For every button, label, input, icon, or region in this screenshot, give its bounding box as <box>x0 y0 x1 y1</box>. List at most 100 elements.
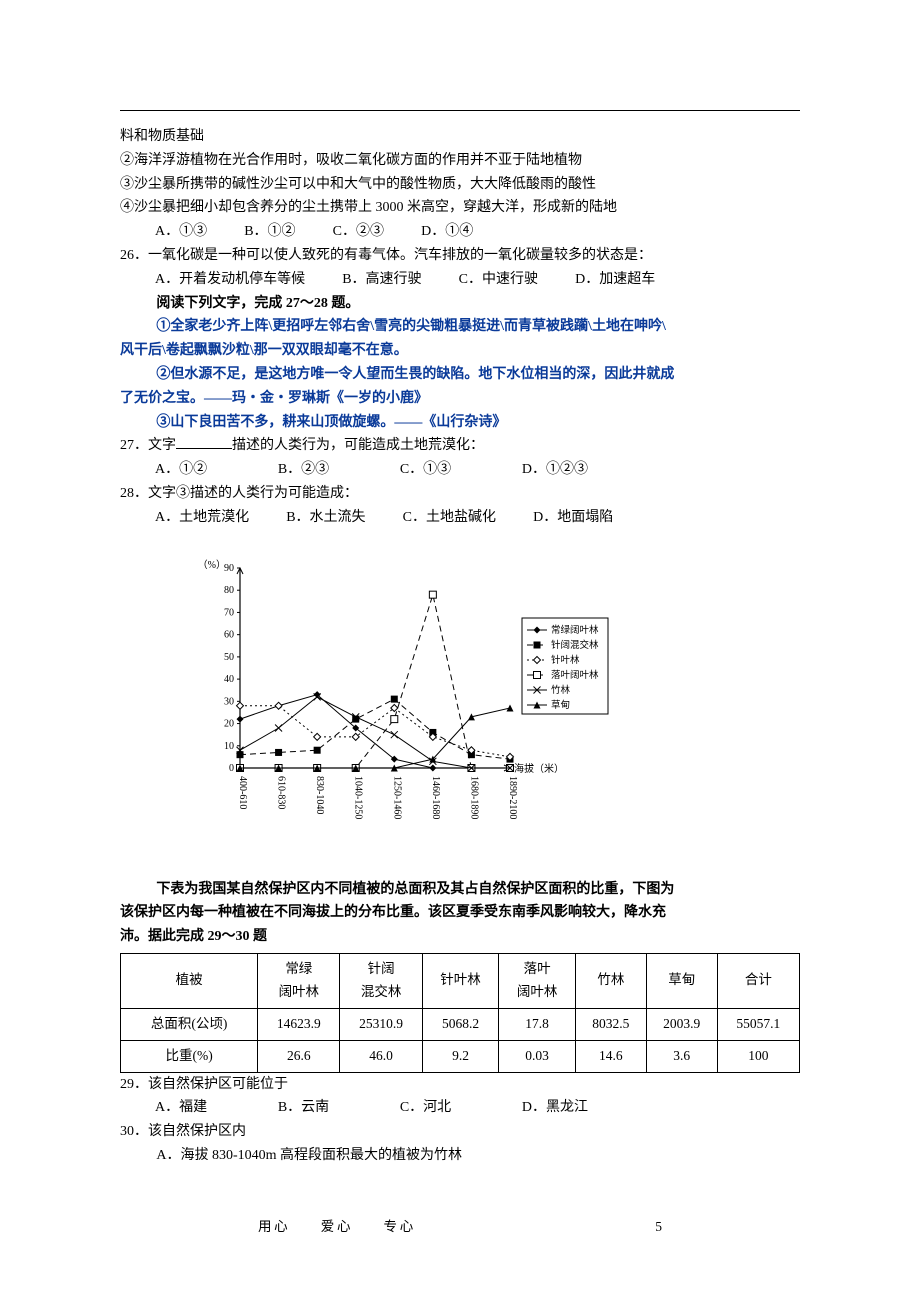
q28-d: D．地面塌陷 <box>533 506 613 530</box>
svg-text:40: 40 <box>224 674 234 685</box>
q28-c: C．土地盐碱化 <box>403 506 496 530</box>
chart-svg: 0102030405060708090（%）400-610610-830830-… <box>180 558 610 858</box>
svg-text:海拔（米）: 海拔（米） <box>514 762 564 775</box>
vegetation-table: 植被 常绿阔叶林 针阔混交林 针叶林 落叶阔叶林 竹林 草甸 合计 总面积(公顷… <box>120 953 800 1073</box>
q27-b: B．②③ <box>278 458 329 482</box>
q28-b: B．水土流失 <box>286 506 365 530</box>
svg-text:针叶林: 针叶林 <box>551 654 580 666</box>
cell: 55057.1 <box>717 1008 799 1040</box>
footer-3: 专心 <box>384 1219 416 1234</box>
q26-b: B．高速行驶 <box>342 268 421 292</box>
q27-pre: 27．文字 <box>120 438 176 453</box>
th-7: 合计 <box>717 953 799 1008</box>
vegetation-chart: 0102030405060708090（%）400-610610-830830-… <box>180 558 800 858</box>
svg-text:针阔混交林: 针阔混交林 <box>551 639 599 651</box>
th-6: 草甸 <box>646 953 717 1008</box>
q28-options: A．土地荒漠化 B．水土流失 C．土地盐碱化 D．地面塌陷 <box>120 506 800 530</box>
q26-d: D．加速超车 <box>575 268 655 292</box>
table-intro-2: 该保护区内每一种植被在不同海拔上的分布比重。该区夏季受东南季风影响较大，降水充 <box>120 901 800 925</box>
cont-line: 料和物质基础 <box>120 125 800 149</box>
cell: 14623.9 <box>258 1008 340 1040</box>
cell: 17.8 <box>499 1008 576 1040</box>
q28-a: A．土地荒漠化 <box>155 506 249 530</box>
stmt-3: ③沙尘暴所携带的碱性沙尘可以中和大气中的酸性物质，大大降低酸雨的酸性 <box>120 173 800 197</box>
opt-c: C．②③ <box>333 220 384 244</box>
stmt-4: ④沙尘暴把细小却包含养分的尘土携带上 3000 米高空，穿越大洋，形成新的陆地 <box>120 196 800 220</box>
cell: 100 <box>717 1040 799 1072</box>
q30-a: A．海拔 830-1040m 高程段面积最大的植被为竹林 <box>120 1144 800 1168</box>
q26-stem: 26．一氧化碳是一种可以使人致死的有毒气体。汽车排放的一氧化碳量较多的状态是： <box>120 244 800 268</box>
q29-c: C．河北 <box>400 1096 451 1120</box>
cell: 2003.9 <box>646 1008 717 1040</box>
svg-text:610-830: 610-830 <box>276 776 287 809</box>
q27-post: 描述的人类行为，可能造成土地荒漠化： <box>232 438 484 453</box>
top-rule <box>120 110 800 111</box>
page-number: 5 <box>422 1216 662 1239</box>
svg-text:400-610: 400-610 <box>237 776 248 809</box>
opt-b: B．①② <box>244 220 295 244</box>
cell: 14.6 <box>575 1040 646 1072</box>
q28-stem: 28．文字③描述的人类行为可能造成： <box>120 482 800 506</box>
cell: 25310.9 <box>340 1008 422 1040</box>
cell: 26.6 <box>258 1040 340 1072</box>
table-row: 总面积(公顷) 14623.9 25310.9 5068.2 17.8 8032… <box>121 1008 800 1040</box>
svg-text:1460-1680: 1460-1680 <box>430 776 441 819</box>
passage-1a: ①全家老少齐上阵\更招呼左邻右舍\雪亮的尖锄粗暴挺进\而青草被践躏\土地在呻吟\ <box>120 315 800 339</box>
passage-3: ③山下良田苦不多，耕来山顶做旋螺。——《山行杂诗》 <box>120 411 800 435</box>
row0-label: 总面积(公顷) <box>121 1008 258 1040</box>
table-row: 比重(%) 26.6 46.0 9.2 0.03 14.6 3.6 100 <box>121 1040 800 1072</box>
svg-text:常绿阔叶林: 常绿阔叶林 <box>551 624 599 636</box>
row1-label: 比重(%) <box>121 1040 258 1072</box>
q25-options: A．①③ B．①② C．②③ D．①④ <box>120 220 800 244</box>
footer-2: 爱心 <box>321 1219 353 1234</box>
page-footer: 用心 爱心 专心 5 <box>120 1216 800 1239</box>
svg-text:60: 60 <box>224 629 234 640</box>
svg-text:（%）: （%） <box>198 559 226 571</box>
svg-text:30: 30 <box>224 696 234 707</box>
q29-b: B．云南 <box>278 1096 329 1120</box>
cell: 9.2 <box>422 1040 499 1072</box>
svg-text:竹林: 竹林 <box>551 684 571 696</box>
cell: 46.0 <box>340 1040 422 1072</box>
svg-text:0: 0 <box>229 763 234 774</box>
th-5: 竹林 <box>575 953 646 1008</box>
th-1: 常绿阔叶林 <box>258 953 340 1008</box>
cell: 3.6 <box>646 1040 717 1072</box>
svg-text:70: 70 <box>224 607 234 618</box>
q29-stem: 29．该自然保护区可能位于 <box>120 1073 800 1097</box>
svg-text:1250-1460: 1250-1460 <box>391 776 402 819</box>
q27-d: D．①②③ <box>522 458 588 482</box>
svg-text:1890-2100: 1890-2100 <box>507 776 518 819</box>
passage-2b: 了无价之宝。——玛・金・罗琳斯《一岁的小鹿》 <box>120 387 800 411</box>
svg-text:1040-1250: 1040-1250 <box>353 776 364 819</box>
cell: 0.03 <box>499 1040 576 1072</box>
passage-2a: ②但水源不足，是这地方唯一令人望而生畏的缺陷。地下水位相当的深，因此井就成 <box>120 363 800 387</box>
passage-lead: 阅读下列文字，完成 27～28 题。 <box>120 292 800 316</box>
svg-text:1680-1890: 1680-1890 <box>468 776 479 819</box>
footer-1: 用心 <box>258 1219 290 1234</box>
svg-text:草甸: 草甸 <box>551 699 570 711</box>
q29-d: D．黑龙江 <box>522 1096 588 1120</box>
opt-d: D．①④ <box>421 220 473 244</box>
q29-options: A．福建 B．云南 C．河北 D．黑龙江 <box>120 1096 800 1120</box>
passage-1b: 风干后\卷起飘飘沙粒\那一双双眼却毫不在意。 <box>120 339 800 363</box>
table-head: 植被 常绿阔叶林 针阔混交林 针叶林 落叶阔叶林 竹林 草甸 合计 <box>121 953 800 1008</box>
th-veg: 植被 <box>121 953 258 1008</box>
svg-text:10: 10 <box>224 740 234 751</box>
svg-text:50: 50 <box>224 651 234 662</box>
svg-text:80: 80 <box>224 585 234 596</box>
svg-text:20: 20 <box>224 718 234 729</box>
cell: 8032.5 <box>575 1008 646 1040</box>
q26-a: A．开着发动机停车等候 <box>155 268 305 292</box>
blank-line <box>176 436 232 450</box>
page: 料和物质基础 ②海洋浮游植物在光合作用时，吸收二氧化碳方面的作用并不亚于陆地植物… <box>0 0 920 1289</box>
table-intro-1: 下表为我国某自然保护区内不同植被的总面积及其占自然保护区面积的比重，下图为 <box>120 878 800 902</box>
th-3: 针叶林 <box>422 953 499 1008</box>
q27-c: C．①③ <box>400 458 451 482</box>
table-intro-3: 沛。据此完成 29～30 题 <box>120 925 800 949</box>
th-2: 针阔混交林 <box>340 953 422 1008</box>
cell: 5068.2 <box>422 1008 499 1040</box>
q27-options: A．①② B．②③ C．①③ D．①②③ <box>120 458 800 482</box>
q26-options: A．开着发动机停车等候 B．高速行驶 C．中速行驶 D．加速超车 <box>120 268 800 292</box>
svg-text:落叶阔叶林: 落叶阔叶林 <box>551 669 599 681</box>
